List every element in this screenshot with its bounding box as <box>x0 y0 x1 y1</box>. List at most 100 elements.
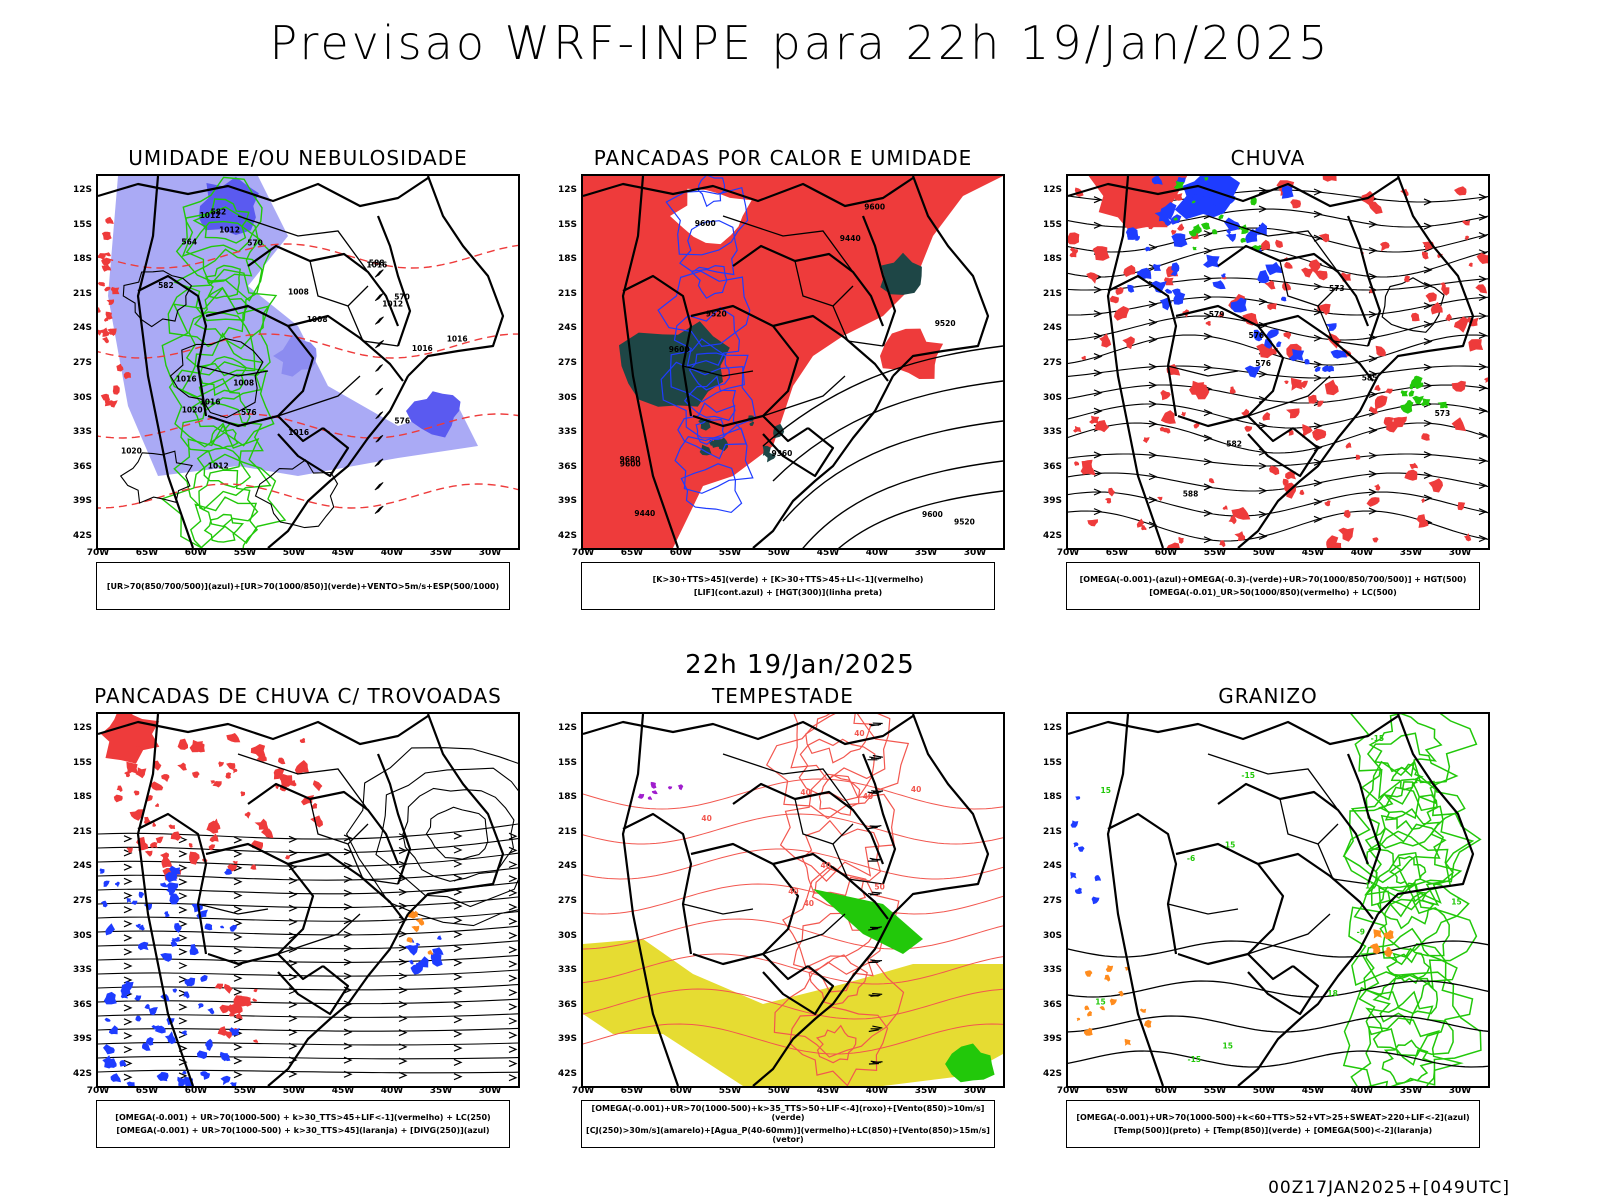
temp850-contour <box>1343 774 1482 889</box>
shaded-cell <box>1087 519 1098 527</box>
streamline-arrow <box>1368 246 1378 255</box>
shaded-cell <box>244 811 251 819</box>
green-contour <box>181 332 264 411</box>
shaded-cell <box>105 252 111 257</box>
hgt300-contour <box>782 420 1003 522</box>
border-line <box>136 176 195 548</box>
streamline-arrow <box>1258 298 1268 306</box>
lon-tick-label: 40W <box>380 1086 404 1096</box>
streamline-arrow <box>233 878 243 886</box>
streamline-arrow <box>123 891 133 900</box>
hgt300-contour <box>802 460 1003 548</box>
shaded-cell <box>650 781 657 789</box>
streamline <box>1068 296 1488 316</box>
shaded-cell <box>1123 264 1136 277</box>
shaded-cell <box>1275 239 1283 248</box>
legend-line: [LIF](cont.azul) + [HGT(300)](linha pret… <box>693 588 883 597</box>
panel-trovoadas: PANCADAS DE CHUVA C/ TROVOADAS 12S 15S 18S 2… <box>58 684 538 1174</box>
shaded-cell <box>1392 416 1407 428</box>
shaded-cell <box>155 803 159 807</box>
state-line <box>832 843 884 885</box>
shaded-cell <box>1301 267 1315 278</box>
streamline-arrow <box>1203 363 1213 372</box>
contour-label: 1020 <box>121 447 142 456</box>
lif-contour <box>688 352 731 391</box>
shaded-cell <box>1104 974 1111 982</box>
border-line <box>1177 414 1294 443</box>
pressure-contour <box>169 338 264 419</box>
lat-tick-label: 30S <box>72 392 92 403</box>
shaded-cell <box>1143 1019 1152 1028</box>
shaded-cell <box>1109 998 1117 1006</box>
legend-box: [OMEGA(-0.001)+UR>70(1000-500)+k>35_TTS>… <box>581 1100 995 1148</box>
shaded-cell <box>242 996 252 1007</box>
lat-tick-label: 21S <box>557 288 577 299</box>
lat-tick-label: 36S <box>72 461 92 472</box>
streamline-arrow <box>1423 471 1433 480</box>
shaded-cell <box>232 768 238 774</box>
contour-label: 1016 <box>200 398 221 407</box>
shaded-cell <box>110 1073 122 1083</box>
streamline-arrow <box>453 846 463 854</box>
contour-label: 576 <box>1255 359 1271 368</box>
legend-box: [K>30+TTS>45](verde) + [K>30+TTS>45+LI<-… <box>581 562 995 610</box>
streamline-arrow <box>343 1014 353 1022</box>
streamline <box>98 998 518 1005</box>
humidity-shade <box>108 176 478 476</box>
shaded-cell <box>101 264 112 272</box>
shaded-cell <box>1345 442 1352 449</box>
shaded-cell <box>144 850 153 857</box>
wind-vector <box>872 754 883 758</box>
lat-tick-label: 30S <box>1042 392 1062 403</box>
temp850-contour <box>1360 732 1459 820</box>
border-line <box>690 304 800 417</box>
streamline-arrow <box>178 906 188 914</box>
streamline-arrow <box>288 1001 298 1009</box>
shaded-cell <box>1081 459 1093 468</box>
lon-tick-label: 50W <box>767 1086 791 1096</box>
shaded-cell <box>1074 461 1080 466</box>
wind-vector <box>868 1062 879 1065</box>
streamline-arrow <box>1423 302 1433 310</box>
shaded-cell <box>1141 524 1147 531</box>
lon-tick-label: 70W <box>1056 1086 1080 1096</box>
shaded-cell <box>1410 312 1420 322</box>
lon-tick-label: 30W <box>1448 548 1472 558</box>
contour-label: 570 <box>394 293 410 302</box>
streamline-arrow <box>123 906 133 914</box>
shaded-cell <box>103 880 110 887</box>
streamline-arrow <box>1423 338 1433 346</box>
pressure-contour <box>119 450 193 504</box>
state-line <box>1207 753 1339 811</box>
shaded-cell <box>189 851 200 865</box>
shaded-cell <box>1230 297 1247 313</box>
temp850-contour <box>1372 974 1439 1026</box>
shaded-cell <box>106 299 115 305</box>
lon-tick-label: 50W <box>767 548 791 558</box>
shaded-cell <box>197 1003 204 1009</box>
shaded-cell <box>1453 316 1469 333</box>
streamline-arrow <box>453 1073 463 1081</box>
streamline-arrow <box>398 860 408 868</box>
border-line <box>732 244 885 327</box>
lat-tick-label: 21S <box>557 826 577 837</box>
shaded-cell <box>311 802 318 809</box>
wind-vector <box>377 505 384 513</box>
shaded-cell <box>152 822 157 827</box>
shaded-cell <box>177 1076 186 1086</box>
lat-tick-label: 27S <box>557 358 577 368</box>
streamline-arrow <box>1368 355 1378 363</box>
state-line <box>1167 365 1239 377</box>
lat-tick-label: 15S <box>1042 219 1062 230</box>
contour-label: 50 <box>874 882 884 891</box>
shaded-cell <box>437 935 442 940</box>
lif-contour <box>695 418 726 445</box>
streamline-arrow <box>1093 196 1103 204</box>
streamline <box>98 1013 518 1018</box>
border-line <box>583 715 914 746</box>
streamline-arrow <box>123 877 133 885</box>
lon-tick-label: 60W <box>669 1086 693 1096</box>
streamline <box>1068 422 1488 454</box>
shaded-cell <box>144 1003 151 1009</box>
contour-label: 9520 <box>706 309 727 318</box>
